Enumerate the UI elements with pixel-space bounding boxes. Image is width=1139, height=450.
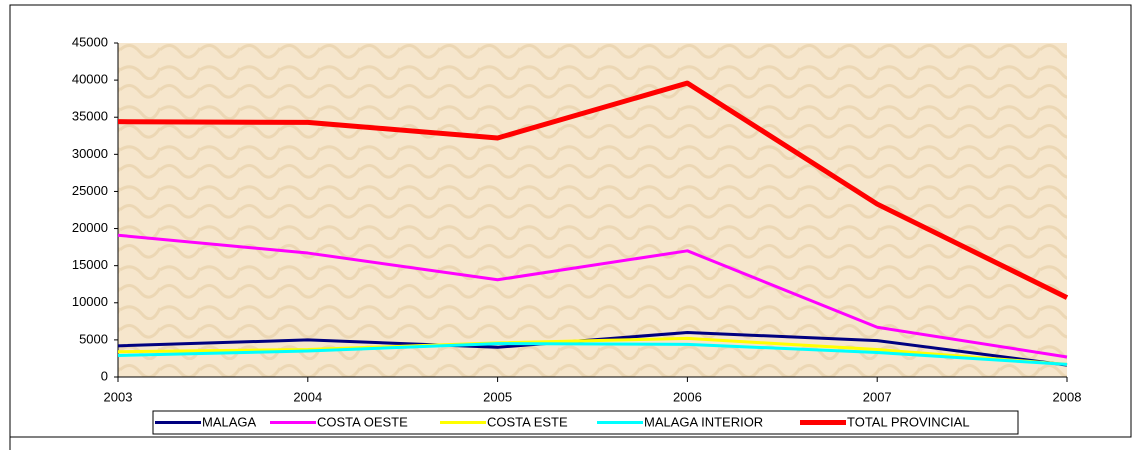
plot-area [118,43,1067,377]
y-tick-label: 5000 [79,331,108,346]
x-tick-label: 2004 [293,389,322,404]
x-tick-label: 2008 [1053,389,1082,404]
x-tick-label: 2007 [863,389,892,404]
y-tick-label: 15000 [72,257,108,272]
series-line [117,336,1068,366]
y-tick-label: 40000 [72,72,108,87]
legend-label: COSTA OESTE [317,414,408,429]
x-tick-label: 2006 [673,389,702,404]
y-tick-label: 0 [101,368,108,383]
legend-label: MALAGA INTERIOR [644,414,763,429]
x-tick-label: 2005 [483,389,512,404]
legend-label: MALAGA [202,414,257,429]
legend-label: COSTA ESTE [487,414,568,429]
y-tick-label: 20000 [72,220,108,235]
legend-label: TOTAL PROVINCIAL [847,414,970,429]
series-line [117,342,1068,366]
y-tick-label: 45000 [72,34,108,49]
series-line [117,233,1068,359]
y-tick-label: 35000 [72,109,108,124]
x-tick-label: 2003 [104,389,133,404]
legend-box [152,410,1019,435]
series-line [117,80,1069,300]
frame [9,4,1132,438]
y-tick-label: 10000 [72,294,108,309]
y-tick-label: 25000 [72,183,108,198]
y-tick-label: 30000 [72,146,108,161]
